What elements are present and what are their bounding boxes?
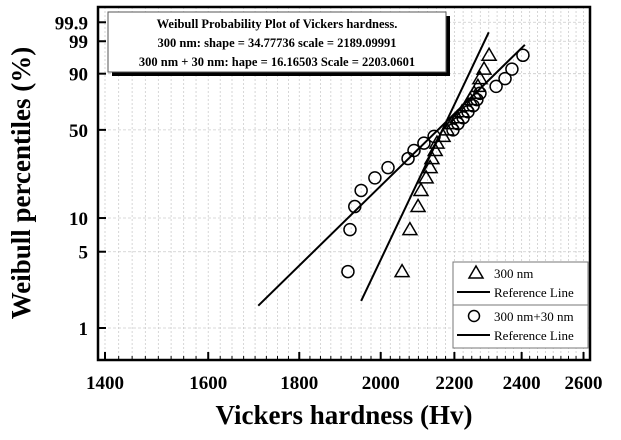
triangle-point	[421, 159, 439, 174]
circle-point	[516, 48, 530, 63]
circle-point	[348, 199, 362, 214]
x-tick-label: 2600	[565, 373, 603, 394]
triangle-point	[417, 169, 435, 184]
y-tick-label: 1	[79, 319, 89, 340]
legend-label-300nm-30nm: 300 nm+30 nm	[494, 309, 574, 324]
legend-label-300nm: 300 nm	[494, 266, 533, 281]
triangle-point	[475, 60, 493, 75]
x-tick-label: 1600	[189, 373, 227, 394]
legend: 300 nm Reference Line 300 nm+30 nm Refer…	[452, 261, 589, 349]
plot-frame	[96, 5, 592, 362]
circle-point	[354, 183, 368, 198]
y-tick-label: 50	[69, 121, 88, 142]
circle-point	[368, 171, 382, 185]
y-tick-label: 99	[69, 32, 88, 53]
triangle-point	[471, 70, 489, 85]
x-tick-label: 1800	[280, 373, 318, 394]
x-tick-label: 1400	[86, 373, 124, 394]
triangle-point	[426, 141, 444, 157]
title-line-2: 300 nm: shape = 34.77736 scale = 2189.09…	[158, 36, 397, 50]
triangle-point	[409, 198, 427, 213]
legend-label-ref-1: Reference Line	[494, 285, 574, 300]
x-tick-label: 2400	[503, 373, 541, 394]
x-axis: 1400 1600 1800 2000 2200 2400 2600	[86, 352, 603, 394]
reference-lines	[257, 31, 526, 307]
title-line-1: Weibull Probability Plot of Vickers hard…	[157, 17, 398, 31]
triangle-point	[401, 221, 419, 236]
legend-circle-icon	[467, 309, 481, 323]
y-tick-label: 5	[79, 243, 89, 264]
legend-triangle-icon	[467, 264, 485, 279]
triangle-point	[412, 181, 430, 197]
circle-point	[489, 79, 503, 94]
circle-point	[341, 264, 355, 279]
y-axis-title: Weibull percentiles (%)	[6, 47, 36, 319]
title-box: Weibull Probability Plot of Vickers hard…	[107, 11, 450, 76]
triangle-point	[423, 150, 441, 165]
circle-point	[427, 129, 441, 144]
y-tick-label: 10	[69, 209, 88, 230]
circle-point	[498, 71, 512, 86]
legend-label-ref-2: Reference Line	[494, 328, 574, 343]
circle-point	[407, 143, 421, 158]
data-points	[341, 46, 530, 279]
reference-line-1	[360, 31, 490, 302]
title-line-3: 300 nm + 30 nm: hape = 16.16503 Scale = …	[139, 55, 415, 69]
circle-point	[470, 92, 484, 107]
circle-point	[473, 86, 487, 101]
circle-point	[343, 222, 357, 237]
x-axis-title: Vickers hardness (Hv)	[216, 400, 473, 430]
circle-point	[505, 62, 519, 76]
circle-point	[417, 136, 431, 150]
triangle-point	[469, 77, 487, 93]
triangle-point	[393, 263, 411, 278]
reference-line-2	[257, 44, 526, 307]
x-tick-label: 2200	[435, 373, 473, 394]
y-tick-label: 90	[69, 65, 88, 86]
x-tick-label: 2000	[362, 373, 400, 394]
triangle-point	[480, 46, 498, 62]
y-tick-label: 99.9	[55, 13, 88, 34]
triangle-point	[465, 84, 483, 100]
circle-point	[381, 160, 395, 175]
